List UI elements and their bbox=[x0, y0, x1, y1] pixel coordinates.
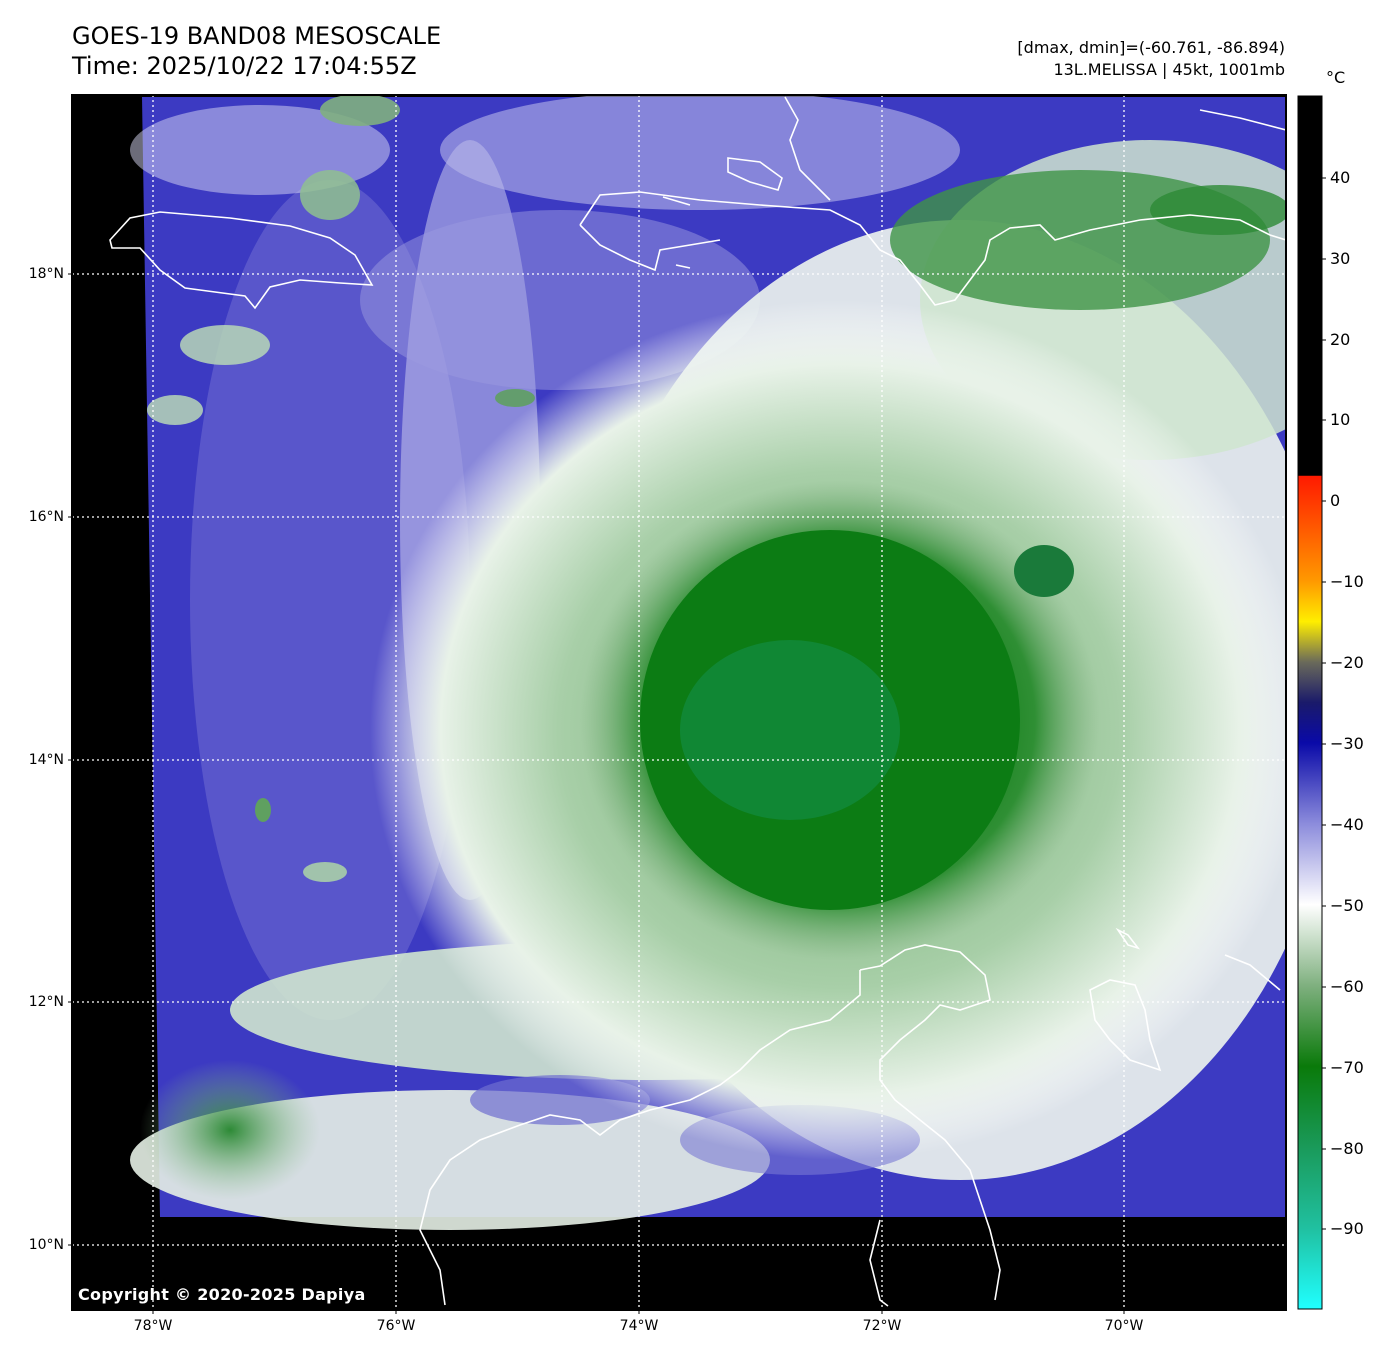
lat-label-14n: 14°N bbox=[28, 752, 64, 768]
lon-label-72w: 72°W bbox=[862, 1318, 902, 1334]
lat-label-10n: 10°N bbox=[28, 1237, 64, 1253]
colorbar-tick-label: −10 bbox=[1330, 572, 1364, 591]
title-line1: GOES-19 BAND08 MESOSCALE bbox=[72, 22, 442, 50]
colorbar-tick-label: −30 bbox=[1330, 734, 1364, 753]
lon-label-70w: 70°W bbox=[1104, 1318, 1144, 1334]
lon-label-76w: 76°W bbox=[376, 1318, 416, 1334]
colorbar-tick-label: −70 bbox=[1330, 1058, 1364, 1077]
colorbar-tick-label: 40 bbox=[1330, 168, 1351, 187]
colorbar-tick-label: −90 bbox=[1330, 1219, 1364, 1238]
colorbar-tick-label: 30 bbox=[1330, 249, 1351, 268]
dmax-dmin-label: [dmax, dmin]=(-60.761, -86.894) bbox=[1017, 38, 1285, 57]
lat-label-12n: 12°N bbox=[28, 994, 64, 1010]
lon-label-74w: 74°W bbox=[619, 1318, 659, 1334]
title-line2: Time: 2025/10/22 17:04:55Z bbox=[72, 52, 417, 80]
colorbar bbox=[1297, 95, 1323, 1310]
satellite-imagery bbox=[130, 95, 1286, 1230]
colorbar-tick-label: 10 bbox=[1330, 410, 1351, 429]
colorbar-unit: °C bbox=[1326, 68, 1346, 87]
lat-label-16n: 16°N bbox=[28, 509, 64, 525]
lat-label-18n: 18°N bbox=[28, 266, 64, 282]
copyright-label: Copyright © 2020-2025 Dapiya bbox=[78, 1285, 366, 1304]
coastlines bbox=[109, 96, 1286, 1307]
colorbar-tick-label: −60 bbox=[1330, 977, 1364, 996]
map-axis-ticks bbox=[68, 273, 1125, 1314]
colorbar-tick-label: −80 bbox=[1330, 1139, 1364, 1158]
lon-label-78w: 78°W bbox=[133, 1318, 173, 1334]
colorbar-tick-label: 0 bbox=[1330, 491, 1341, 510]
map-frame bbox=[71, 94, 1287, 1311]
colorbar-tick-label: −20 bbox=[1330, 653, 1364, 672]
gridlines bbox=[72, 95, 1286, 1310]
colorbar-tick-label: 20 bbox=[1330, 330, 1351, 349]
colorbar-tick-label: −50 bbox=[1330, 896, 1364, 915]
colorbar-tick-label: −40 bbox=[1330, 815, 1364, 834]
colorbar-ticks bbox=[1322, 177, 1326, 1230]
storm-info-label: 13L.MELISSA | 45kt, 1001mb bbox=[1053, 60, 1285, 79]
